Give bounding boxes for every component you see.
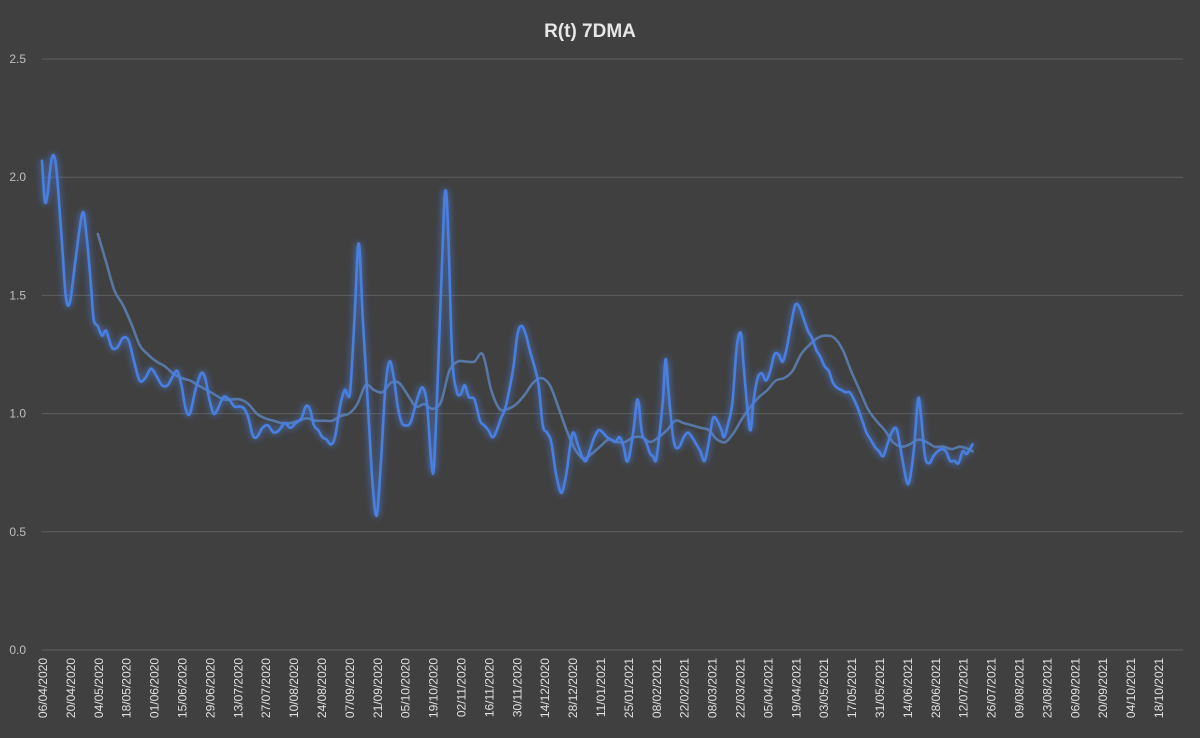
series-line-rt xyxy=(40,153,974,518)
y-tick-label: 2.0 xyxy=(9,170,26,184)
x-tick-label: 01/06/2020 xyxy=(148,658,162,718)
y-tick-label: 1.0 xyxy=(9,407,26,421)
x-tick-label: 28/12/2020 xyxy=(566,658,580,718)
x-tick-label: 30/11/2020 xyxy=(510,658,524,717)
x-tick-label: 29/06/2020 xyxy=(203,658,217,718)
x-tick-label: 09/08/2021 xyxy=(1013,658,1027,718)
x-tick-label: 19/10/2020 xyxy=(427,658,441,718)
grid-layer xyxy=(42,58,1183,651)
x-tick-label: 23/08/2021 xyxy=(1040,658,1054,718)
x-tick-label: 04/10/2021 xyxy=(1124,658,1138,718)
x-tick-label: 13/07/2020 xyxy=(231,658,245,718)
x-tick-label: 22/02/2021 xyxy=(678,658,692,718)
x-tick-label: 06/04/2020 xyxy=(36,658,50,718)
x-tick-label: 18/05/2020 xyxy=(120,658,134,718)
x-tick-label: 27/07/2020 xyxy=(259,658,273,718)
series-layer xyxy=(40,153,974,518)
x-tick-label: 20/09/2021 xyxy=(1096,658,1110,718)
x-tick-label: 05/10/2020 xyxy=(399,658,413,718)
x-tick-label: 17/05/2021 xyxy=(845,658,859,718)
x-tick-label: 15/06/2020 xyxy=(176,658,190,718)
x-tick-label: 21/09/2020 xyxy=(371,658,385,718)
x-tick-label: 14/12/2020 xyxy=(538,658,552,718)
x-axis-ticks: 06/04/2020 20/04/2020 04/05/2020 18/05/2020… xyxy=(36,658,1166,718)
x-tick-label: 20/04/2020 xyxy=(64,658,78,718)
chart-title: R(t) 7DMA xyxy=(544,21,636,42)
x-tick-label: 10/08/2020 xyxy=(287,658,301,718)
y-tick-label: 1.5 xyxy=(9,288,26,302)
x-tick-label: 19/04/2021 xyxy=(789,658,803,718)
x-tick-label: 16/11/2020 xyxy=(482,658,496,717)
x-tick-label: 18/10/2021 xyxy=(1152,658,1166,718)
x-tick-label: 07/09/2020 xyxy=(343,658,357,718)
x-tick-label: 06/09/2021 xyxy=(1068,658,1082,718)
x-tick-label: 24/08/2020 xyxy=(315,658,329,718)
x-tick-label: 28/06/2021 xyxy=(929,658,943,718)
x-tick-label: 02/11/2020 xyxy=(455,658,469,717)
y-axis-ticks: 0.0 0.5 1.0 1.5 2.0 2.5 xyxy=(9,52,26,657)
x-tick-label: 12/07/2021 xyxy=(957,658,971,718)
y-tick-label: 0.5 xyxy=(9,525,26,539)
x-tick-label: 22/03/2021 xyxy=(734,658,748,718)
series-line-trend xyxy=(96,232,974,460)
x-tick-label: 05/04/2021 xyxy=(761,658,775,718)
x-tick-label: 04/05/2020 xyxy=(92,658,106,718)
x-tick-label: 08/02/2021 xyxy=(650,658,664,718)
y-tick-label: 2.5 xyxy=(9,52,26,66)
x-tick-label: 08/03/2021 xyxy=(706,658,720,718)
y-tick-label: 0.0 xyxy=(9,643,26,657)
x-tick-label: 25/01/2021 xyxy=(622,658,636,718)
x-tick-label: 26/07/2021 xyxy=(985,658,999,718)
x-tick-label: 14/06/2021 xyxy=(901,658,915,718)
reference-lines xyxy=(42,412,1183,510)
x-tick-label: 03/05/2021 xyxy=(817,658,831,718)
x-tick-label: 31/05/2021 xyxy=(873,658,887,718)
x-tick-label: 11/01/2021 xyxy=(594,658,608,717)
